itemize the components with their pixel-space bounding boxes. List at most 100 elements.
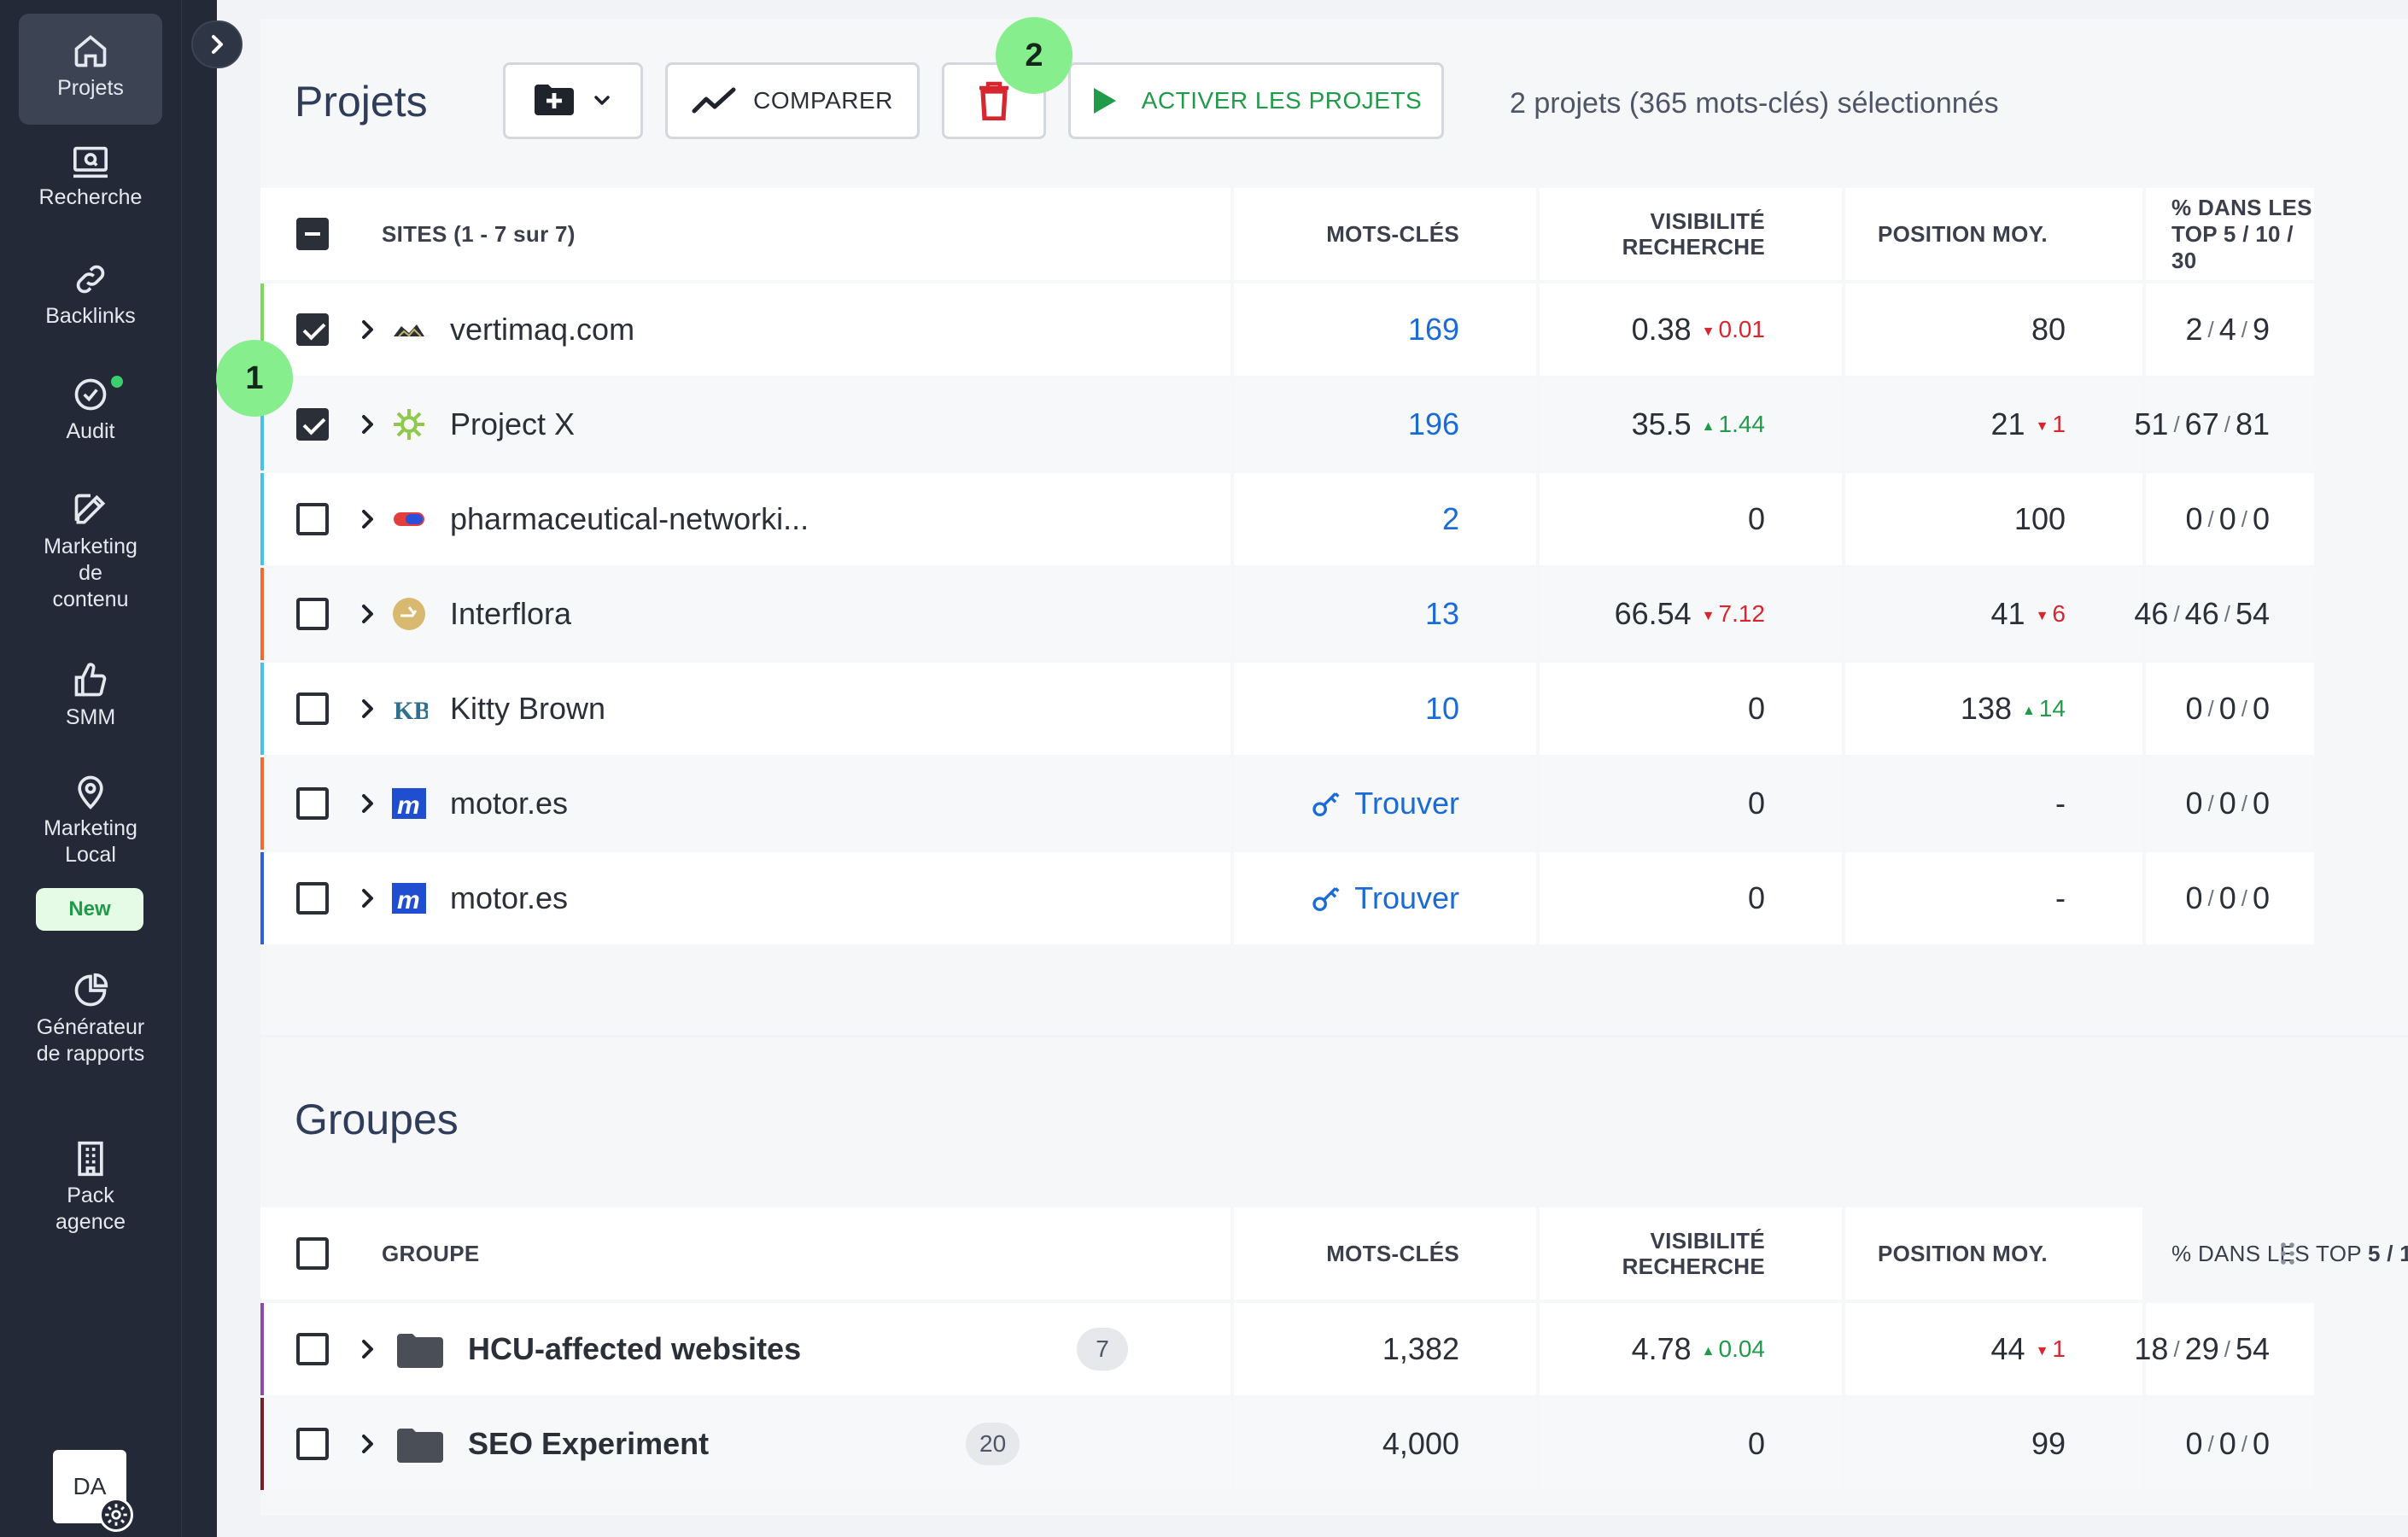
table-row[interactable]: m motor.es Trouver 0-0/0/0 bbox=[260, 757, 2314, 850]
expand-row-chevron-icon[interactable] bbox=[356, 788, 382, 819]
top-value: 67 bbox=[2184, 406, 2219, 441]
nav-smm[interactable]: SMM bbox=[19, 662, 162, 731]
expand-row-chevron-icon[interactable] bbox=[356, 314, 382, 345]
site-name[interactable]: Kitty Brown bbox=[450, 691, 606, 726]
column-drag-icon[interactable] bbox=[2280, 1242, 2295, 1265]
table-row[interactable]: vertimaq.com 169 0.38 ▼ 0.01 80 2/4/9 bbox=[260, 283, 2314, 376]
expand-row-chevron-icon[interactable] bbox=[356, 883, 382, 914]
select-all-groups-checkbox[interactable] bbox=[296, 1237, 329, 1270]
find-keywords-link[interactable]: Trouver bbox=[1310, 786, 1459, 821]
group-name[interactable]: SEO Experiment bbox=[468, 1426, 710, 1461]
compare-label: COMPARER bbox=[753, 87, 893, 114]
nav-recherche[interactable]: Recherche bbox=[19, 145, 162, 211]
table-row[interactable]: Interflora 13 66.54 ▼ 7.12 41 ▼ 6 46/46/54 bbox=[260, 568, 2314, 660]
expand-row-chevron-icon[interactable] bbox=[356, 599, 382, 629]
site-name[interactable]: motor.es bbox=[450, 880, 569, 915]
visibility-cell: 0 bbox=[1540, 757, 1842, 850]
compare-button[interactable]: COMPARER bbox=[665, 62, 920, 139]
nav-audit[interactable]: Audit bbox=[19, 376, 162, 445]
row-checkbox[interactable] bbox=[296, 408, 329, 441]
row-checkbox[interactable] bbox=[296, 882, 329, 915]
top-value: 0 bbox=[2185, 1426, 2203, 1461]
expand-row-chevron-icon[interactable] bbox=[356, 504, 382, 535]
header-keywords[interactable]: MOTS-CLÉS bbox=[1234, 188, 1536, 280]
expand-sidebar-button[interactable] bbox=[191, 20, 243, 68]
expand-row-chevron-icon[interactable] bbox=[356, 409, 382, 440]
header-visibility[interactable]: VISIBILITÉ RECHERCHE bbox=[1540, 188, 1842, 280]
nav-pack-agence[interactable]: Pack agence bbox=[19, 1140, 162, 1236]
nav-projets[interactable]: Projets bbox=[19, 14, 162, 125]
table-row[interactable]: Project X 196 35.5 ▲ 1.44 21 ▼ 1 51/67/81 bbox=[260, 378, 2314, 470]
site-logo-icon: m bbox=[392, 788, 426, 820]
top-value: 0 bbox=[2185, 501, 2203, 536]
row-checkbox[interactable] bbox=[296, 787, 329, 820]
keywords-count-link[interactable]: 196 bbox=[1407, 406, 1459, 441]
site-cell: m motor.es bbox=[260, 757, 1230, 850]
expand-row-chevron-icon[interactable] bbox=[356, 1334, 382, 1365]
header-position[interactable]: POSITION MOY. bbox=[1845, 1207, 2142, 1300]
visibility-cell: 4.78 ▲ 0.04 bbox=[1540, 1303, 1842, 1395]
edit-icon bbox=[74, 494, 106, 524]
table-row[interactable]: m motor.es Trouver 0-0/0/0 bbox=[260, 852, 2314, 944]
top-value: 0 bbox=[2185, 880, 2203, 915]
row-checkbox[interactable] bbox=[296, 1428, 329, 1460]
top-header-prefix: % DANS LES TOP bbox=[2171, 1240, 2368, 1266]
visibility-value: 0 bbox=[1747, 786, 1765, 821]
play-icon bbox=[1093, 88, 1116, 114]
position-value: 80 bbox=[2031, 312, 2066, 347]
top-separator: / bbox=[2207, 695, 2214, 722]
top-cell: 51/67/81 bbox=[2134, 378, 2314, 470]
new-badge: New bbox=[36, 888, 143, 931]
nav-generateur-rapports[interactable]: Générateur de rapports bbox=[19, 972, 162, 1067]
site-name[interactable]: motor.es bbox=[450, 786, 569, 821]
site-name[interactable]: pharmaceutical-networki... bbox=[450, 501, 809, 536]
header-top[interactable]: % DANS LES TOP 5 / 10 / 30 i bbox=[2146, 1207, 2408, 1300]
projects-title: Projets bbox=[295, 78, 428, 126]
row-checkbox[interactable] bbox=[296, 598, 329, 630]
row-accent bbox=[260, 1398, 264, 1490]
row-checkbox[interactable] bbox=[296, 313, 329, 346]
site-cell: Project X bbox=[260, 378, 1230, 470]
site-name[interactable]: Interflora bbox=[450, 596, 572, 631]
top-separator: / bbox=[2207, 506, 2214, 532]
keywords-count-link[interactable]: 2 bbox=[1441, 501, 1459, 536]
header-keywords[interactable]: MOTS-CLÉS bbox=[1234, 1207, 1536, 1300]
header-top[interactable]: % DANS LES TOP 5 / 10 / 30 bbox=[2146, 188, 2314, 280]
expand-row-chevron-icon[interactable] bbox=[356, 1429, 382, 1459]
group-name[interactable]: HCU-affected websites bbox=[468, 1331, 802, 1366]
table-row[interactable]: pharmaceutical-networki... 2 0 100 0/0/0 bbox=[260, 473, 2314, 565]
activate-label: ACTIVER LES PROJETS bbox=[1141, 87, 1423, 114]
nav-label: Marketing de contenu bbox=[44, 535, 137, 611]
table-row[interactable]: SEO Experiment 20 4,000 0 99 0/0/0 bbox=[260, 1398, 2314, 1490]
search-screen-icon bbox=[73, 146, 108, 178]
building-icon bbox=[78, 1141, 103, 1177]
keywords-count-link[interactable]: 169 bbox=[1407, 312, 1459, 347]
top-value: 0 bbox=[2218, 501, 2236, 536]
site-name[interactable]: vertimaq.com bbox=[450, 312, 635, 347]
row-checkbox[interactable] bbox=[296, 693, 329, 725]
header-position[interactable]: POSITION MOY. bbox=[1845, 188, 2142, 280]
row-checkbox[interactable] bbox=[296, 503, 329, 535]
activate-projects-button[interactable]: ACTIVER LES PROJETS bbox=[1068, 62, 1444, 139]
table-row[interactable]: KB Kitty Brown 10 0 138 ▲ 14 0/0/0 bbox=[260, 663, 2314, 755]
keywords-count-link[interactable]: 13 bbox=[1424, 596, 1459, 631]
nav-marketing-local[interactable]: Marketing Local bbox=[19, 773, 162, 868]
nav-marketing-contenu[interactable]: Marketing de contenu bbox=[19, 491, 162, 613]
row-checkbox[interactable] bbox=[296, 1333, 329, 1365]
header-visibility[interactable]: VISIBILITÉ RECHERCHE bbox=[1540, 1207, 1842, 1300]
nav-label: Recherche bbox=[38, 185, 143, 209]
table-row[interactable]: HCU-affected websites 7 1,382 4.78 ▲ 0.04 44 ▼ 1… bbox=[260, 1303, 2314, 1395]
visibility-cell: 0 bbox=[1540, 663, 1842, 755]
group-count-badge: 7 bbox=[1077, 1328, 1128, 1370]
keywords-count-link[interactable]: 10 bbox=[1424, 691, 1459, 726]
find-keywords-link[interactable]: Trouver bbox=[1310, 880, 1459, 916]
nav-backlinks[interactable]: Backlinks bbox=[19, 260, 162, 330]
site-name[interactable]: Project X bbox=[450, 406, 576, 441]
settings-gear-icon[interactable] bbox=[99, 1498, 133, 1532]
groups-table: GROUPE MOTS-CLÉS VISIBILITÉ RECHERCHE POS… bbox=[260, 1207, 2408, 1494]
select-all-checkbox[interactable] bbox=[296, 218, 329, 250]
expand-row-chevron-icon[interactable] bbox=[356, 693, 382, 724]
top-separator: / bbox=[2241, 316, 2247, 342]
add-project-button[interactable] bbox=[503, 62, 643, 139]
visibility-cell: 0 bbox=[1540, 1398, 1842, 1490]
